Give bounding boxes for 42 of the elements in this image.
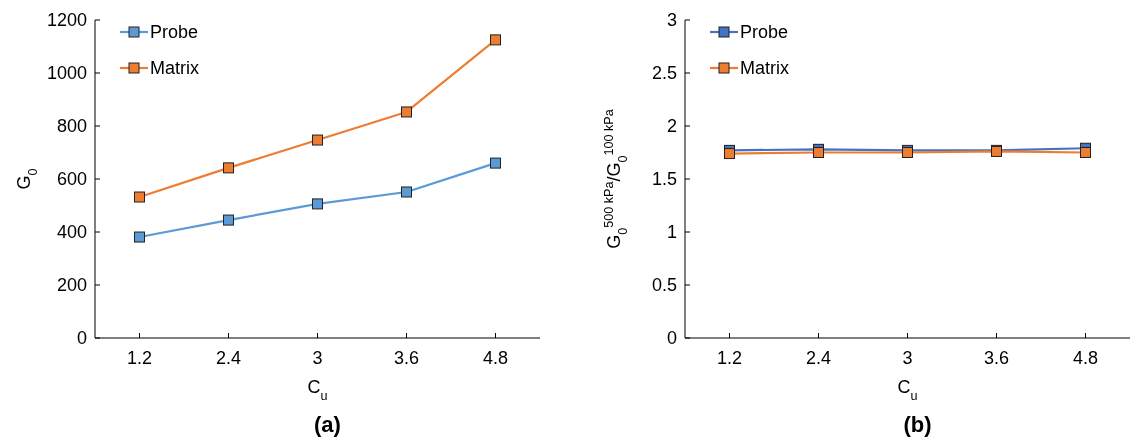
y-tick-label: 600 — [56, 169, 87, 190]
x-tick-label: 1.2 — [716, 348, 743, 368]
y-tick-label: 400 — [56, 222, 87, 243]
y-tick-label: 1.5 — [651, 169, 677, 190]
x-tick-label: 3.6 — [393, 348, 420, 368]
x-tick-label: 1.2 — [126, 348, 153, 368]
x-tick-label: 3.6 — [983, 348, 1010, 368]
point — [312, 198, 323, 210]
point — [134, 231, 145, 243]
y-tick-label: 200 — [56, 275, 87, 296]
legend-label: Matrix — [150, 58, 199, 79]
y-tick-label: 1000 — [46, 63, 87, 84]
x-axis-title: C$_{u}$ — [897, 377, 918, 403]
point — [312, 134, 323, 146]
point — [223, 162, 234, 174]
text: (a) — [314, 412, 341, 437]
point — [490, 157, 501, 169]
y-tick-label: 1200 — [46, 10, 87, 31]
legend-label: Matrix — [740, 58, 789, 79]
y-tick-label: 2.5 — [651, 63, 677, 84]
text: (b) — [903, 412, 932, 437]
y-tick-label: 0.5 — [651, 275, 677, 296]
point — [401, 186, 412, 198]
legend-label: Probe — [150, 22, 199, 43]
y-tick-label: 0 — [666, 328, 677, 349]
x-tick-label: 4.8 — [482, 348, 509, 368]
y-tick-label: 2 — [666, 116, 677, 137]
point — [490, 34, 501, 46]
x-tick-label: 2.4 — [805, 348, 832, 368]
y-tick-label: 0 — [76, 328, 87, 349]
point — [401, 106, 412, 118]
legend-label: Probe — [740, 22, 789, 43]
x-axis-title: C$_{u}$ — [307, 377, 328, 403]
y-tick-label: 800 — [56, 116, 87, 137]
x-tick-label: 2.4 — [215, 348, 242, 368]
point — [223, 214, 234, 226]
point — [134, 191, 145, 203]
y-tick-label: 1 — [666, 222, 677, 243]
y-tick-label: 3 — [666, 10, 677, 31]
x-tick-label: 4.8 — [1072, 348, 1099, 368]
x-tick-label: 3 — [312, 348, 323, 368]
x-tick-label: 3 — [902, 348, 913, 368]
